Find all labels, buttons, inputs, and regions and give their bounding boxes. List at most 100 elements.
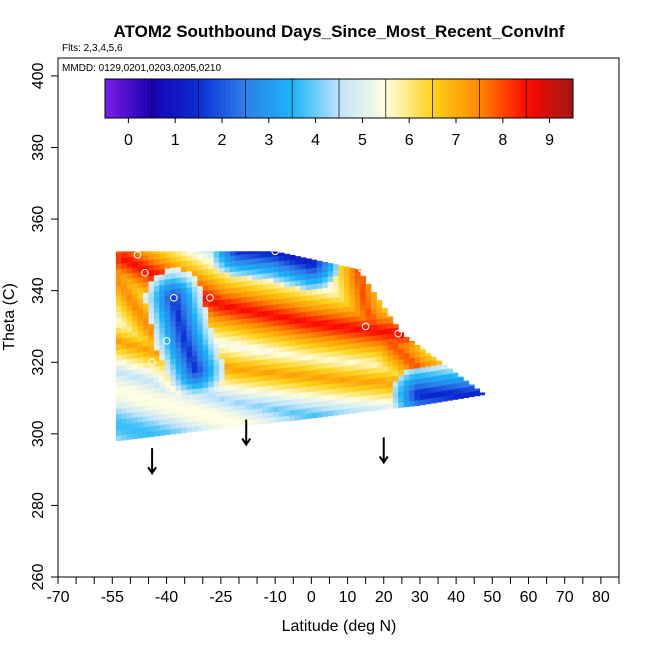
heat-cell <box>366 315 372 321</box>
heat-cell <box>181 384 187 390</box>
heat-cell <box>230 422 236 428</box>
heat-cell <box>268 326 274 332</box>
colorbar-swatch <box>105 79 109 118</box>
heat-cell <box>148 297 154 303</box>
heat-cell <box>235 351 241 357</box>
heat-cell <box>116 339 122 345</box>
heat-cell <box>214 348 220 354</box>
heat-cell <box>219 385 225 391</box>
heat-cell <box>214 408 220 414</box>
heat-cell <box>393 344 399 350</box>
heat-cell <box>328 282 334 288</box>
heat-cell <box>181 256 187 262</box>
heat-cell <box>138 309 144 315</box>
heat-cell <box>116 365 122 371</box>
heat-cell <box>268 391 274 397</box>
heat-cell <box>317 294 323 300</box>
heat-cell <box>257 408 263 414</box>
heat-cell <box>143 357 149 363</box>
heat-cell <box>431 398 437 404</box>
heat-cell <box>436 397 442 403</box>
heat-cell <box>230 373 236 379</box>
heat-cell <box>377 405 383 411</box>
heat-cell <box>170 412 176 418</box>
heat-cell <box>192 313 198 319</box>
heat-cell <box>257 344 263 350</box>
heat-cell <box>154 372 160 378</box>
heat-cell <box>409 374 415 380</box>
heat-cell <box>170 337 176 343</box>
colorbar-swatch <box>117 79 121 118</box>
heat-cell <box>208 419 214 425</box>
heat-cell <box>328 276 334 282</box>
heat-cell <box>431 392 437 398</box>
heat-cell <box>143 260 149 266</box>
heat-cell <box>382 399 388 405</box>
heat-cell <box>192 335 198 341</box>
heat-cell <box>349 338 355 344</box>
heat-cell <box>415 363 421 369</box>
heat-cell <box>197 275 203 281</box>
x-tick-label: -70 <box>46 589 69 606</box>
heat-cell <box>366 395 372 401</box>
heat-cell <box>295 377 301 383</box>
heat-cell <box>415 384 421 390</box>
heat-cell <box>311 316 317 322</box>
heat-cell <box>311 300 317 306</box>
heat-cell <box>273 293 279 299</box>
heat-cell <box>377 329 383 335</box>
heat-cell <box>203 344 209 350</box>
heat-cell <box>387 366 393 372</box>
colorbar-swatch <box>355 79 359 118</box>
heat-cell <box>246 291 252 297</box>
colorbar-swatch <box>538 79 542 118</box>
heat-cell <box>143 368 149 374</box>
heat-cell <box>192 308 198 314</box>
heat-cell <box>159 328 165 334</box>
heat-cell <box>279 341 285 347</box>
heat-cell <box>241 281 247 287</box>
heat-cell <box>322 341 328 347</box>
heat-cell <box>371 368 377 374</box>
heat-cell <box>469 386 475 392</box>
heat-cell <box>165 370 171 376</box>
colorbar-swatch <box>401 79 405 118</box>
heat-cell <box>165 408 171 414</box>
heat-cell <box>409 379 415 385</box>
heat-cell <box>284 271 290 277</box>
heat-cell <box>224 342 230 348</box>
heat-cell <box>458 388 464 394</box>
heat-cell <box>235 410 241 416</box>
heat-cell <box>431 357 437 361</box>
heat-cell <box>235 405 241 411</box>
heat-cell <box>306 408 312 414</box>
heat-cell <box>116 263 122 269</box>
heat-cell <box>241 388 247 394</box>
heat-cell <box>159 251 165 253</box>
heat-cell <box>170 391 176 397</box>
heat-cell <box>344 403 350 409</box>
heat-cell <box>154 264 160 270</box>
heat-cell <box>224 272 230 278</box>
heat-cell <box>344 392 350 398</box>
heat-cell <box>208 269 214 275</box>
heat-cell <box>203 398 209 404</box>
heat-cell <box>355 327 361 333</box>
heat-cell <box>311 370 317 376</box>
heat-cell <box>246 382 252 388</box>
heat-cell <box>132 353 138 359</box>
heat-cell <box>208 258 214 264</box>
heat-cell <box>235 368 241 374</box>
heat-cell <box>366 293 372 299</box>
heat-cell <box>170 268 176 274</box>
colorbar-swatch <box>534 79 538 118</box>
heat-cell <box>317 331 323 337</box>
heat-cell <box>116 360 122 366</box>
colorbar-swatch <box>167 79 171 118</box>
heat-cell <box>301 414 307 420</box>
heat-cell <box>252 382 258 388</box>
heat-cell <box>148 415 154 421</box>
colorbar-swatch <box>128 79 132 118</box>
heat-cell <box>230 352 236 358</box>
heat-cell <box>197 313 203 319</box>
